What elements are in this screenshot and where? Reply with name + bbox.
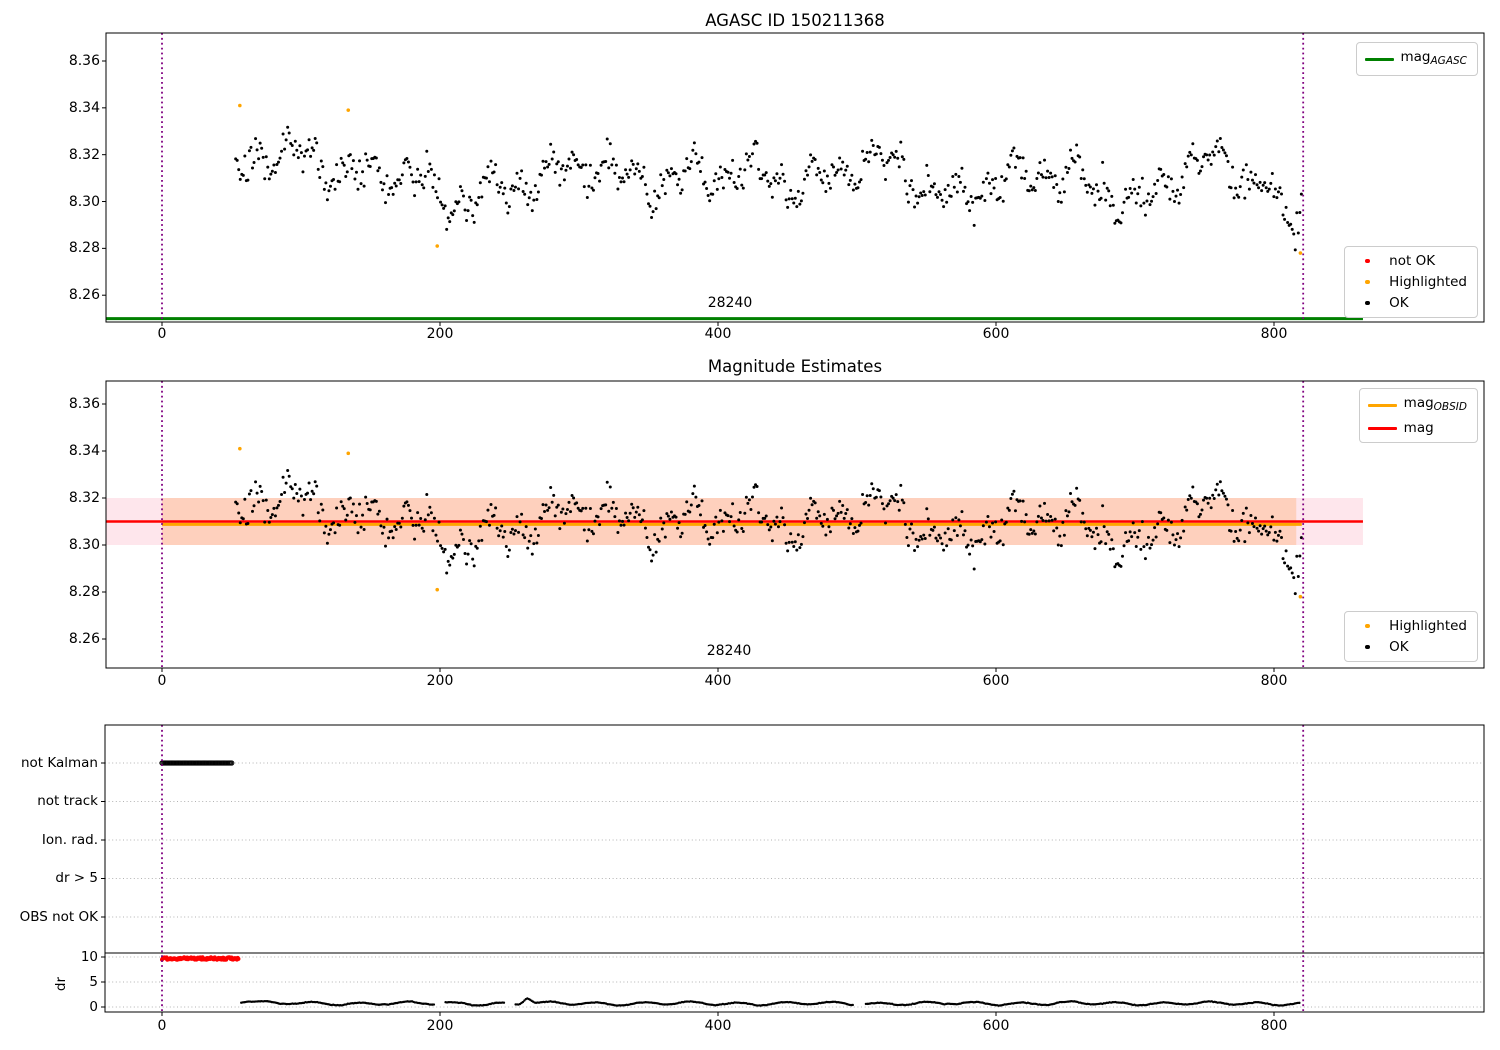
legend-label: Highlighted	[1389, 618, 1467, 634]
legend-agasc-1: not OK Highlighted OK	[1344, 246, 1478, 318]
obsid-annotation-top: 28240	[707, 295, 753, 311]
magnitude-estimates-ytick-label: 8.30	[68, 537, 100, 553]
magnitude-estimates-xtick-label: 800	[1260, 673, 1288, 689]
plot-title-magnitude-estimates: Magnitude Estimates	[707, 357, 883, 376]
flag-row-label: dr > 5	[55, 870, 98, 886]
legend-agasc-0: magAGASC	[1355, 42, 1478, 76]
flags-xtick-label: 400	[704, 1018, 732, 1034]
magnitude-estimates-ytick-label: 8.34	[68, 443, 100, 459]
agasc-xtick-label: 600	[982, 326, 1010, 342]
legend-dot-swatch-icon	[1352, 279, 1383, 285]
agasc-ytick-label: 8.30	[68, 193, 100, 210]
agasc-ytick-label: 8.36	[68, 53, 100, 69]
legend-magnitude-estimates-0: magOBSID mag	[1358, 388, 1478, 443]
agasc-xtick-label: 200	[426, 326, 454, 342]
legend-magnitude-estimates-1: Highlighted OK	[1344, 611, 1478, 662]
plot-title-agasc: AGASC ID 150211368	[705, 11, 885, 30]
legend-line-swatch-icon	[1367, 426, 1398, 430]
legend-label: magAGASC	[1400, 49, 1468, 67]
agasc-ytick-label: 8.28	[68, 240, 100, 257]
legend-label: not OK	[1389, 253, 1436, 269]
flag-row-label: not Kalman	[20, 754, 98, 771]
legend-item: Highlighted	[1352, 616, 1467, 636]
legend-item: Highlighted	[1352, 272, 1467, 292]
magnitude-estimates-xtick-label: 0	[157, 673, 167, 689]
magnitude-estimates-xtick-label: 600	[982, 673, 1010, 689]
agasc-xtick-label: 400	[704, 326, 732, 342]
legend-item: OK	[1352, 637, 1467, 657]
legend-line-swatch-icon	[1364, 57, 1395, 61]
agasc-xtick-label: 800	[1260, 326, 1288, 342]
flag-row-label: OBS not OK	[19, 908, 98, 925]
legend-label-subscript: OBSID	[1433, 401, 1467, 413]
magnitude-estimates-ytick-label: 8.28	[68, 584, 100, 600]
magnitude-estimates-ytick-label: 8.36	[68, 396, 100, 412]
dr-tick-label: 10	[80, 948, 98, 965]
legend-item: not OK	[1352, 251, 1467, 271]
legend-label: Highlighted	[1389, 274, 1467, 290]
magnitude-estimates-xtick-label: 200	[426, 673, 454, 689]
legend-item: magOBSID	[1367, 393, 1467, 417]
legend-label-subscript: AGASC	[1430, 55, 1468, 67]
dr-tick-label: 0	[89, 998, 98, 1015]
agasc-ytick-label: 8.34	[68, 99, 100, 116]
legend-dot-swatch-icon	[1352, 644, 1383, 650]
legend-label: OK	[1389, 639, 1409, 655]
legend-item: magAGASC	[1364, 47, 1468, 71]
legend-label: mag	[1403, 420, 1434, 436]
magnitude-estimates-ytick-label: 8.26	[68, 631, 100, 647]
agasc-ytick-label: 8.26	[68, 287, 100, 304]
magnitude-estimates-xtick-label: 400	[704, 673, 732, 689]
legend-dot-swatch-icon	[1352, 623, 1383, 629]
flags-xtick-label: 600	[982, 1018, 1010, 1034]
legend-item: OK	[1352, 293, 1467, 313]
flags-xtick-label: 800	[1260, 1018, 1288, 1034]
flags-xtick-label: 0	[157, 1018, 167, 1034]
obsid-annotation-middle: 28240	[706, 643, 752, 659]
legend-line-swatch-icon	[1367, 403, 1398, 407]
agasc-ytick-label: 8.32	[68, 146, 100, 163]
dr-tick-label: 5	[89, 973, 98, 990]
flags-xtick-label: 200	[426, 1018, 454, 1034]
flag-row-label: Ion. rad.	[41, 831, 98, 848]
legend-dot-swatch-icon	[1352, 300, 1383, 306]
magnitude-estimates-ytick-label: 8.32	[68, 490, 100, 506]
legend-label: OK	[1389, 295, 1409, 311]
legend-item: mag	[1367, 418, 1467, 438]
agasc-xtick-label: 0	[157, 326, 167, 342]
flag-row-label: not track	[37, 793, 98, 809]
legend-dot-swatch-icon	[1352, 258, 1383, 264]
legend-label: magOBSID	[1403, 395, 1467, 413]
